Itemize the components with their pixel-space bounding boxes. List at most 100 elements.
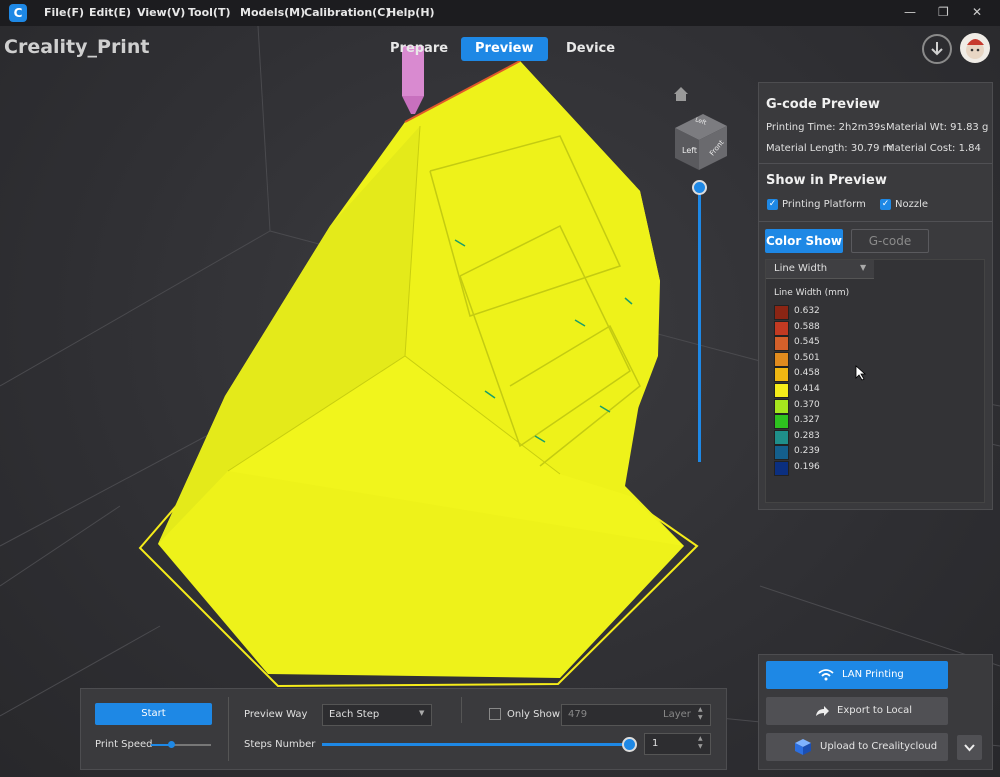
- mouse-cursor-icon: [855, 365, 867, 381]
- print-speed-fill: [151, 744, 171, 746]
- legend-title: Line Width (mm): [774, 288, 850, 298]
- menu-file[interactable]: File(F): [44, 6, 85, 19]
- wifi-icon: [818, 669, 834, 681]
- material-length: Material Length: 30.79 m: [766, 143, 893, 154]
- tab-preview[interactable]: Preview: [461, 37, 548, 61]
- share-arrow-icon: [816, 706, 829, 716]
- close-icon[interactable]: ✕: [972, 5, 983, 19]
- download-button[interactable]: [922, 34, 952, 64]
- legend-value: 0.632: [794, 306, 820, 316]
- legend-value: 0.370: [794, 399, 820, 410]
- steps-slider[interactable]: [322, 743, 629, 746]
- viewcube-left-label: Left: [682, 146, 698, 155]
- legend-swatch: [774, 461, 789, 476]
- cloud-cube-icon: [795, 739, 811, 755]
- show-in-preview-title: Show in Preview: [766, 173, 887, 188]
- printing-time: Printing Time: 2h2m39s: [766, 122, 886, 133]
- avatar[interactable]: [960, 33, 990, 63]
- layer-unit: Layer: [663, 709, 691, 720]
- legend-value: 0.196: [794, 462, 820, 472]
- divider: [759, 221, 992, 222]
- legend-swatch: [774, 320, 789, 336]
- export-local-button[interactable]: Export to Local: [766, 697, 948, 725]
- start-button[interactable]: Start: [95, 703, 212, 725]
- divider: [461, 697, 462, 723]
- legend-value: 0.501: [794, 352, 820, 363]
- legend-value: 0.327: [794, 415, 820, 426]
- legend-swatch: [774, 351, 789, 367]
- gcode-button[interactable]: G-code: [851, 229, 929, 253]
- layer-slider-handle[interactable]: [692, 180, 707, 195]
- legend-swatch: [774, 445, 789, 461]
- upload-cloud-button[interactable]: Upload to Crealitycloud: [766, 733, 948, 761]
- only-show-label: Only Show: [507, 709, 561, 720]
- preview-way-value: Each Step: [329, 709, 380, 720]
- minimize-icon[interactable]: —: [904, 5, 916, 19]
- printing-platform-label: Printing Platform: [782, 199, 866, 210]
- stepper-icon[interactable]: ▲ ▼: [698, 706, 703, 721]
- preview-way-label: Preview Way: [244, 709, 308, 720]
- app-name: Creality_Print: [4, 36, 150, 58]
- layer-slider-track[interactable]: [698, 190, 701, 462]
- line-width-dropdown-value: Line Width: [774, 263, 828, 274]
- steps-slider-handle[interactable]: [622, 737, 637, 752]
- menu-view[interactable]: View(V): [137, 6, 186, 19]
- divider: [228, 697, 229, 761]
- legend-swatch: [774, 367, 789, 383]
- more-options-button[interactable]: [957, 735, 982, 760]
- menu-help[interactable]: Help(H): [387, 6, 435, 19]
- preview-way-select[interactable]: Each Step ▼: [322, 704, 432, 726]
- legend-swatch: [774, 336, 789, 352]
- restore-icon[interactable]: ❐: [938, 5, 949, 19]
- menu-models[interactable]: Models(M): [240, 6, 306, 19]
- export-local-label: Export to Local: [837, 705, 913, 716]
- material-cost: Material Cost: 1.84: [886, 143, 981, 154]
- legend-value: 0.588: [794, 321, 820, 332]
- playback-panel: Start Print Speed Preview Way Each Step …: [80, 688, 727, 770]
- chevron-down-icon: ▼: [860, 263, 867, 272]
- legend-value: 0.545: [794, 337, 820, 348]
- home-icon[interactable]: [673, 86, 689, 102]
- only-show-checkbox[interactable]: [489, 708, 501, 720]
- upload-cloud-label: Upload to Crealitycloud: [820, 741, 938, 752]
- stepper-icon[interactable]: ▲ ▼: [698, 735, 703, 750]
- view-cube[interactable]: [671, 110, 731, 172]
- tab-device[interactable]: Device: [566, 41, 616, 56]
- color-legend-box: Line Width ▼ Line Width (mm) 0.632 0.588 0…: [765, 259, 985, 503]
- print-speed-label: Print Speed: [95, 739, 153, 750]
- steps-number-label: Steps Number: [244, 739, 316, 750]
- legend-value: 0.283: [794, 430, 820, 441]
- download-icon: [931, 42, 943, 56]
- print-speed-slider[interactable]: [151, 744, 211, 746]
- layer-input[interactable]: 479 Layer ▲ ▼: [561, 704, 711, 726]
- menu-calibration[interactable]: Calibration(C): [304, 6, 391, 19]
- gcode-preview-panel: G-code Preview Printing Time: 2h2m39s Ma…: [758, 82, 993, 510]
- app-logo-icon: C: [9, 4, 27, 22]
- legend-swatch: [774, 305, 789, 320]
- chevron-down-icon: ▼: [419, 709, 425, 717]
- menu-tool[interactable]: Tool(T): [188, 6, 231, 19]
- tab-prepare[interactable]: Prepare: [390, 41, 449, 56]
- scene-render: [0, 26, 1000, 747]
- steps-value: 1: [652, 738, 659, 749]
- chevron-down-icon: [964, 744, 975, 752]
- legend-swatch: [774, 429, 789, 445]
- print-speed-handle[interactable]: [168, 741, 175, 748]
- nozzle-icon: [402, 46, 424, 114]
- line-width-dropdown[interactable]: Line Width ▼: [766, 260, 874, 279]
- lan-printing-button[interactable]: LAN Printing: [766, 661, 948, 689]
- menu-edit[interactable]: Edit(E): [89, 6, 131, 19]
- legend-swatch: [774, 398, 789, 414]
- nozzle-label: Nozzle: [895, 199, 929, 210]
- material-weight: Material Wt: 91.83 g: [886, 122, 989, 133]
- legend-swatch: [774, 383, 789, 398]
- nozzle-checkbox[interactable]: ✓: [880, 199, 891, 210]
- printing-platform-checkbox[interactable]: ✓: [767, 199, 778, 210]
- model-toolpath: [158, 60, 684, 678]
- export-panel: LAN Printing Export to Local Upload to C…: [758, 654, 993, 770]
- steps-input[interactable]: 1 ▲ ▼: [644, 733, 711, 755]
- divider: [759, 163, 992, 164]
- gcode-preview-title: G-code Preview: [766, 97, 880, 112]
- layer-value: 479: [568, 709, 588, 720]
- color-show-button[interactable]: Color Show: [765, 229, 843, 253]
